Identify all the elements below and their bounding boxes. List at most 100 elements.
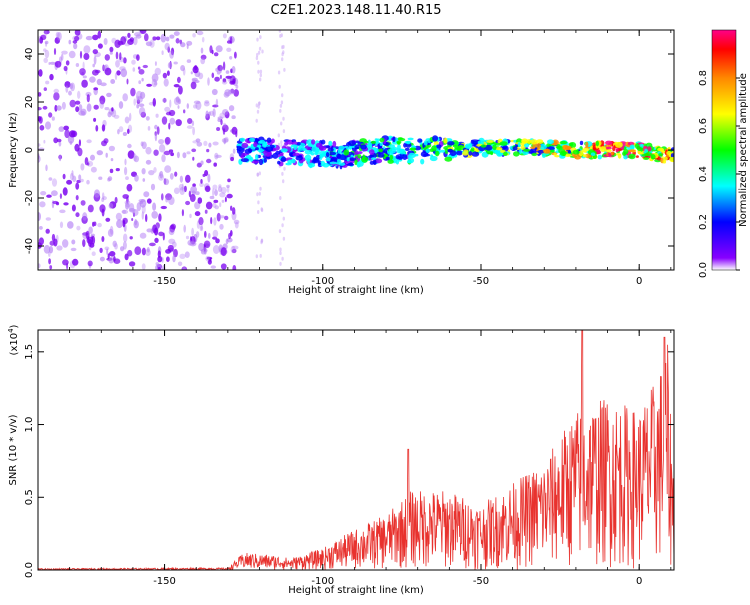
noise-blob [169,99,172,108]
signal-blob [407,154,412,159]
noise-blob [79,178,84,183]
noise-blob [82,239,86,248]
signal-blob [462,151,469,156]
snr-y-scale: (x104) [7,324,20,355]
noise-blob [231,66,236,74]
noise-blob [208,257,212,262]
halo-blob [281,93,284,98]
noise-blob [102,64,105,72]
noise-blob [227,178,231,183]
noise-blob [117,129,120,135]
noise-blob [215,45,223,53]
noise-blob [212,108,216,118]
noise-blob [200,222,203,230]
noise-blob [206,158,212,164]
noise-blob [204,100,210,104]
noise-blob [212,188,215,197]
noise-blob [38,143,41,147]
noise-blob [121,209,129,214]
halo-blob [279,196,282,200]
noise-blob [39,201,46,208]
noise-blob [141,211,144,220]
noise-blob [63,125,69,131]
noise-blob [48,112,53,118]
snr-x-label: Height of straight line (km) [288,585,424,596]
noise-blob [101,140,107,147]
noise-blob [133,36,138,46]
noise-blob [191,148,197,153]
signal-blob [495,150,499,155]
signal-blob [564,153,572,157]
noise-blob [89,242,95,248]
noise-blob [133,155,140,163]
halo-blob [258,171,261,176]
noise-blob [186,59,192,63]
noise-blob [92,49,99,55]
snr-y-label: SNR (10 * v/v) [8,414,19,485]
noise-blob [94,189,100,198]
noise-blob [70,247,77,252]
noise-blob [204,185,211,193]
noise-blob [200,160,204,166]
noise-blob [125,201,130,210]
signal-blob [484,144,493,151]
signal-blob [423,140,428,146]
noise-blob [107,176,113,182]
signal-blob [280,156,287,163]
noise-blob [211,49,214,55]
noise-blob [169,117,176,125]
noise-blob [102,192,105,200]
noise-blob [92,63,95,68]
noise-blob [142,64,148,69]
noise-blob [220,119,223,126]
signal-blob [397,155,404,160]
noise-blob [83,52,90,61]
halo-blob [279,261,282,266]
noise-blob [136,103,140,109]
noise-blob [92,34,99,41]
noise-blob [131,218,134,221]
noise-blob [215,154,222,158]
noise-blob [99,100,104,109]
noise-blob [151,211,158,219]
noise-blob [99,204,106,213]
noise-blob [220,186,227,194]
noise-blob [75,212,80,218]
noise-blob [59,193,63,199]
signal-blob [338,145,345,151]
y-tick-label: -40 [24,238,35,254]
noise-blob [48,258,51,265]
noise-blob [158,231,164,237]
signal-blob [430,154,434,158]
halo-blob [257,200,260,205]
noise-blob [116,219,123,229]
halo-blob [278,229,282,234]
noise-blob [224,215,229,221]
noise-blob [122,93,128,102]
noise-blob [134,174,139,182]
signal-blob [429,155,438,162]
noise-blob [104,67,112,76]
signal-blob [325,157,332,162]
noise-blob [189,194,196,202]
noise-blob [193,104,198,109]
halo-blob [260,208,264,213]
noise-blob [140,141,144,147]
spectrogram-y-label: Frequency (Hz) [8,112,19,188]
signal-blob [457,145,465,151]
noise-blob [186,43,189,50]
signal-blob [409,147,417,151]
noise-blob [146,198,152,204]
signal-blob [311,146,317,153]
noise-blob [231,126,238,135]
noise-blob [68,39,72,45]
noise-blob [140,111,146,118]
signal-blob [398,137,406,142]
signal-blob [605,140,613,145]
noise-blob [146,228,153,233]
noise-blob [164,106,171,112]
noise-blob [181,209,184,217]
signal-blob [262,142,268,148]
signal-blob [291,159,296,164]
noise-blob [212,236,218,240]
